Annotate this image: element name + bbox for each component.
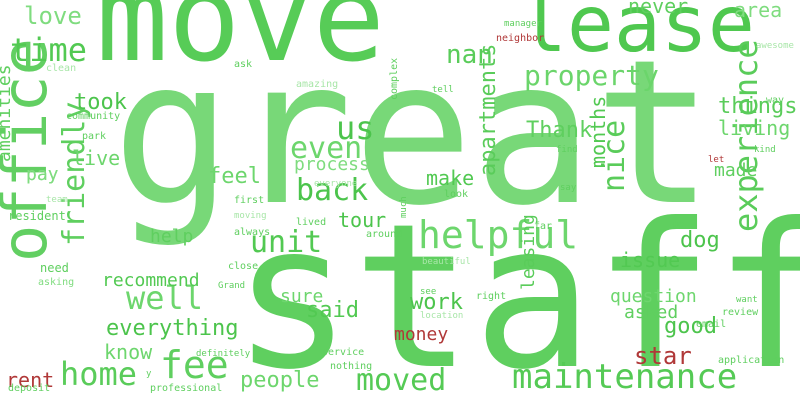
word-neighbor: neighbor: [496, 33, 545, 44]
word-know: know: [104, 340, 153, 364]
word-unit: unit: [250, 225, 323, 260]
word-service: service: [322, 347, 365, 358]
word-want: want: [736, 295, 758, 305]
word-first: first: [234, 195, 265, 206]
word-definitely: definitely: [196, 349, 251, 359]
word-awesome: awesome: [756, 41, 794, 51]
word-tour: tour: [338, 208, 387, 232]
word-everyone: everyone: [314, 179, 358, 189]
word-maintenance: maintenance: [512, 357, 738, 397]
word-back: back: [296, 173, 369, 208]
word-deposit: deposit: [8, 383, 51, 394]
word-park: park: [82, 131, 107, 142]
word-always: always: [234, 227, 271, 238]
word-y: y: [146, 369, 152, 379]
word-way: way: [766, 95, 785, 106]
word-issue: issue: [620, 248, 681, 272]
word-find: find: [556, 145, 578, 155]
word-nan: nan: [446, 40, 493, 70]
word-lived: lived: [296, 217, 327, 228]
word-home: home: [60, 355, 138, 393]
word-fee: fee: [160, 343, 229, 387]
word-feel: feel: [208, 164, 261, 189]
word-team: team: [46, 195, 68, 205]
word-people: people: [240, 368, 320, 393]
word-go: go: [672, 219, 685, 230]
word-process: process: [294, 154, 370, 175]
word-professional: professional: [150, 383, 223, 394]
word-moved: moved: [356, 363, 447, 398]
word-great: great: [112, 17, 715, 250]
word-far: far: [534, 221, 553, 232]
word-property: property: [524, 59, 659, 92]
word-took: took: [74, 90, 127, 115]
word-manager: manager: [504, 19, 542, 29]
word-dog: dog: [680, 228, 720, 253]
word-pay: pay: [26, 164, 59, 185]
word-say: say: [560, 183, 577, 193]
word-even: even: [290, 131, 363, 166]
word-ask: ask: [234, 59, 253, 70]
word-area: area: [734, 0, 783, 22]
word-money: money: [394, 324, 449, 345]
word-help: help: [150, 226, 194, 247]
word-months: months: [586, 95, 610, 168]
word-thank: Thank: [526, 118, 593, 143]
word-look: look: [444, 189, 469, 200]
word-tell: tell: [432, 85, 454, 95]
word-time: time: [10, 31, 88, 69]
word-make: make: [426, 166, 475, 190]
word-made: made: [714, 160, 758, 181]
word-community: community: [66, 111, 121, 122]
word-moving: moving: [234, 211, 267, 221]
word-work: work: [410, 290, 463, 315]
word-things: things: [718, 94, 798, 119]
word-complex: complex: [389, 57, 400, 100]
word-asked: asked: [624, 302, 679, 323]
word-pay: pay: [26, 164, 59, 185]
word-rent: rent: [6, 368, 55, 392]
word-asking: asking: [38, 277, 75, 288]
word-question: question: [610, 286, 697, 307]
word-sure: sure: [280, 286, 324, 307]
word-friendly: friendly: [57, 101, 92, 247]
word-let: let: [708, 155, 725, 165]
word-living: living: [718, 116, 791, 140]
word-live: live: [72, 146, 121, 170]
word-beautiful: beautiful: [422, 257, 471, 267]
word-amazing: amazing: [296, 79, 339, 90]
word-amenities: amenities: [0, 64, 15, 162]
word-everything: everything: [106, 316, 239, 341]
word-never: never: [628, 0, 689, 18]
word-staff: staff: [232, 181, 800, 400]
word-grand: Grand: [218, 281, 246, 291]
word-lease: lease: [520, 0, 755, 70]
word-location: location: [420, 311, 464, 321]
word-clean: clean: [46, 63, 77, 74]
word-love: love: [24, 2, 82, 30]
word-right: right: [476, 291, 507, 302]
word-kind: kind: [754, 145, 776, 155]
word-recommend: recommend: [102, 270, 200, 291]
word-move: move: [96, 0, 385, 89]
word-need: need: [40, 261, 69, 275]
word-close: close: [228, 261, 259, 272]
word-around: around: [366, 229, 403, 240]
word-good: good: [664, 314, 717, 339]
word-email: email: [696, 319, 727, 330]
word-application: application: [718, 355, 785, 366]
word-us: us: [336, 109, 375, 147]
word-well: well: [126, 279, 204, 317]
word-review: review: [722, 307, 759, 318]
word-apartments: apartments: [476, 43, 501, 176]
word-see: see: [420, 287, 437, 297]
word-star: star: [634, 342, 692, 370]
word-much: much: [399, 196, 409, 218]
word-said: said: [306, 298, 359, 323]
word-nothing: nothing: [330, 361, 373, 372]
word-resident: resident: [8, 209, 66, 223]
word-helpful: helpful: [418, 213, 579, 257]
